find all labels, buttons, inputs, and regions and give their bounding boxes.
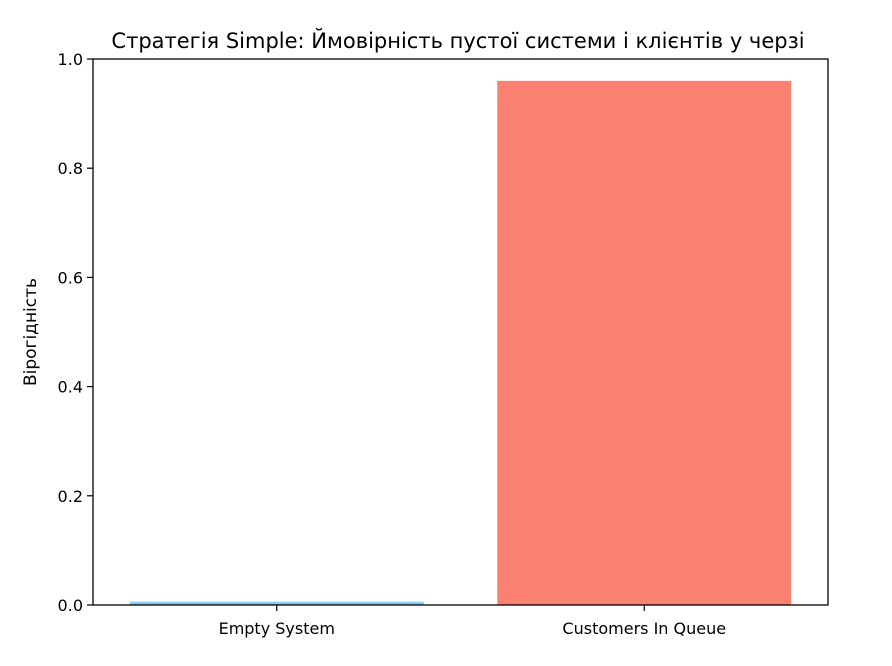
x-axis-ticks: Empty System Customers In Queue — [219, 605, 726, 638]
y-axis-ticks: 0.0 0.2 0.4 0.6 0.8 1.0 — [58, 50, 93, 615]
bar-empty-system — [129, 601, 424, 605]
y-axis-label: Вірогідність — [21, 278, 41, 386]
bar-customers-in-queue — [497, 80, 792, 606]
x-tick-label: Empty System — [219, 619, 335, 638]
bars-group — [129, 80, 792, 606]
y-tick-label: 0.2 — [58, 487, 83, 506]
chart-title: Стратегія Simple: Ймовірність пустої сис… — [111, 28, 804, 53]
y-tick-label: 0.6 — [58, 268, 83, 287]
y-tick-label: 0.4 — [58, 378, 83, 397]
y-tick-label: 0.0 — [58, 596, 83, 615]
x-tick-label: Customers In Queue — [562, 619, 726, 638]
plot-frame — [92, 58, 829, 606]
y-tick-label: 0.8 — [58, 159, 83, 178]
y-tick-label: 1.0 — [58, 50, 83, 69]
